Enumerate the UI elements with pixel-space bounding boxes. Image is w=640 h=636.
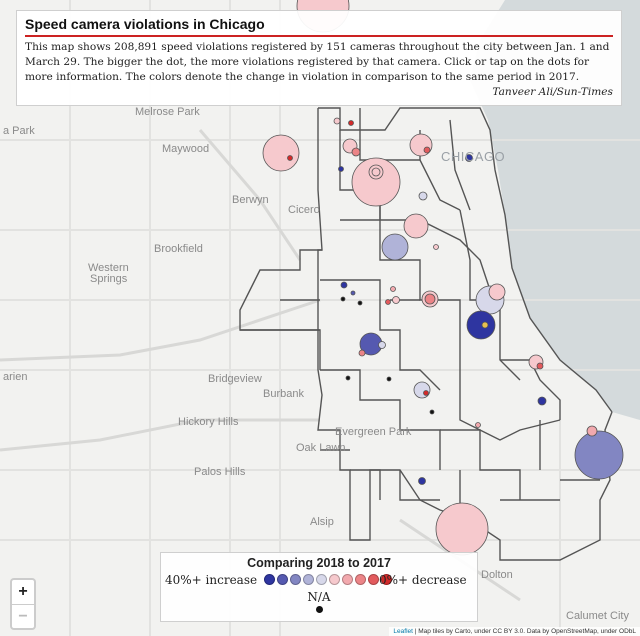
place-label: Calumet City <box>566 610 629 622</box>
legend-swatch <box>303 574 314 585</box>
legend-swatches <box>263 574 393 586</box>
camera-dot[interactable] <box>413 381 431 399</box>
camera-dot[interactable] <box>392 296 400 304</box>
place-label: Oak Lawn <box>296 442 346 454</box>
camera-dot[interactable] <box>350 290 356 296</box>
camera-dot[interactable] <box>433 244 439 250</box>
camera-dot[interactable] <box>418 477 426 485</box>
camera-dot[interactable] <box>351 147 361 157</box>
camera-dot[interactable] <box>481 321 489 329</box>
place-label: Dolton <box>481 569 513 581</box>
camera-dot[interactable] <box>586 425 598 437</box>
camera-dot[interactable] <box>381 233 409 261</box>
info-box: Speed camera violations in Chicago This … <box>16 10 622 106</box>
camera-dot[interactable] <box>345 375 351 381</box>
camera-dot[interactable] <box>488 283 506 301</box>
legend-na-label: N/A <box>307 590 331 604</box>
legend-swatch <box>264 574 275 585</box>
legend-swatch <box>368 574 379 585</box>
camera-dot[interactable] <box>333 117 341 125</box>
place-label: Bridgeview <box>208 373 262 385</box>
camera-dot[interactable] <box>385 299 391 305</box>
legend-scale: 40%+ increase 0%+ decrease <box>161 572 477 590</box>
zoom-out-button[interactable]: − <box>12 604 34 629</box>
place-label-chicago: CHICAGO <box>441 149 506 164</box>
camera-dot[interactable] <box>423 390 429 396</box>
legend-title: Comparing 2018 to 2017 <box>247 556 391 570</box>
place-label: Burbank <box>263 388 304 400</box>
legend-swatch <box>381 574 392 585</box>
place-label: Evergreen Park <box>335 426 412 438</box>
legend-swatch <box>342 574 353 585</box>
camera-dots <box>262 0 624 556</box>
place-label: Melrose Park <box>135 106 200 118</box>
camera-dot[interactable] <box>386 376 392 382</box>
legend-na-swatch <box>315 606 323 613</box>
camera-dot[interactable] <box>358 349 366 357</box>
camera-dot[interactable] <box>574 430 624 480</box>
camera-dot[interactable] <box>378 341 386 349</box>
place-label: Berwyn <box>232 194 269 206</box>
camera-dot[interactable] <box>287 155 293 161</box>
leaflet-link[interactable]: Leaflet <box>393 628 413 635</box>
legend-swatch <box>290 574 301 585</box>
camera-dot[interactable] <box>435 502 489 556</box>
legend-swatch <box>355 574 366 585</box>
place-label: a Park <box>3 125 35 137</box>
place-label: Palos Hills <box>194 466 246 478</box>
camera-dot[interactable] <box>403 213 429 239</box>
info-description: This map shows 208,891 speed violations … <box>25 41 610 83</box>
camera-dot[interactable] <box>348 120 354 126</box>
camera-dot[interactable] <box>418 191 428 201</box>
legend-swatch <box>316 574 327 585</box>
camera-dot[interactable] <box>371 167 381 177</box>
camera-dot[interactable] <box>338 166 344 172</box>
place-label: Springs <box>90 273 128 285</box>
camera-dot[interactable] <box>475 422 481 428</box>
info-credit: Tanveer Ali/Sun-Times <box>492 86 613 98</box>
camera-dot[interactable] <box>262 134 300 172</box>
camera-dot[interactable] <box>536 362 544 370</box>
camera-dot[interactable] <box>390 286 396 292</box>
place-label: Cicero <box>288 204 320 216</box>
camera-dot[interactable] <box>424 293 436 305</box>
camera-dot[interactable] <box>357 300 363 306</box>
legend: Comparing 2018 to 2017 40%+ increase 0%+… <box>160 552 478 622</box>
camera-dot[interactable] <box>429 409 435 415</box>
camera-dot[interactable] <box>351 157 401 207</box>
attribution: Leaflet | Map tiles by Carto, under CC B… <box>389 627 640 636</box>
community-boundaries <box>239 107 613 561</box>
legend-swatch <box>277 574 288 585</box>
zoom-in-button[interactable]: + <box>18 583 28 600</box>
camera-dot[interactable] <box>537 396 547 406</box>
camera-dot[interactable] <box>340 296 346 302</box>
legend-decrease-label: 0%+ decrease <box>379 573 467 587</box>
attribution-text: | Map tiles by Carto, under CC BY 3.0. D… <box>412 628 636 635</box>
place-label: Brookfield <box>154 243 203 255</box>
camera-dot[interactable] <box>466 310 496 340</box>
place-label: Hickory Hills <box>178 416 239 428</box>
legend-swatch <box>329 574 340 585</box>
camera-dot[interactable] <box>423 146 431 154</box>
camera-dot[interactable] <box>340 281 348 289</box>
legend-increase-label: 40%+ increase <box>165 573 258 587</box>
camera-dot[interactable] <box>465 154 473 162</box>
place-label: Alsip <box>310 516 334 528</box>
place-label: Western <box>88 262 129 274</box>
info-title: Speed camera violations in Chicago <box>25 16 613 37</box>
place-label: Maywood <box>162 143 210 155</box>
zoom-control: + − <box>10 578 36 630</box>
place-label: arien <box>3 371 28 383</box>
